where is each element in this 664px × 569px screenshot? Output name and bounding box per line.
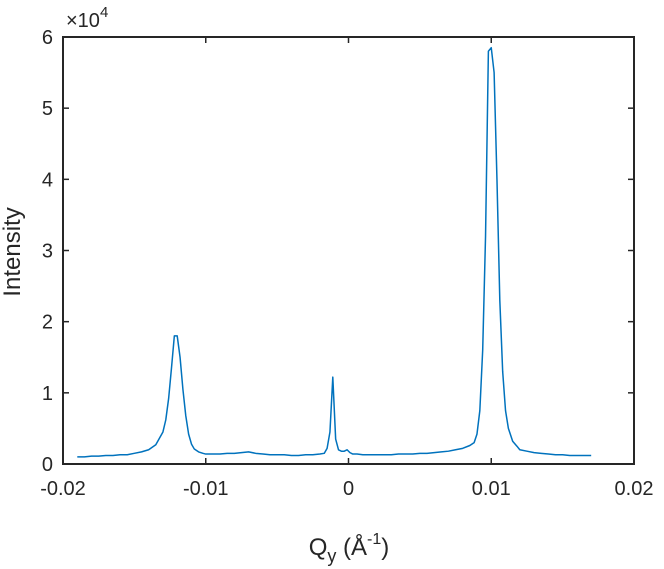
series-line-0	[77, 46, 592, 458]
y-multiplier-exponent: 4	[100, 4, 108, 21]
x-tick-label-4: 0.02	[615, 478, 654, 500]
x-tick-label-1: -0.01	[183, 478, 229, 500]
y-tick-label-3: 3	[42, 241, 53, 263]
tick-labels-group: -0.02 -0.01 0 0.01 0.02 0 1 2 3 4 5 6	[40, 27, 653, 500]
plot-area	[62, 36, 635, 465]
x-axis-title-base: Q	[309, 534, 328, 561]
y-tick-label-2: 2	[42, 312, 53, 334]
y-tick-label-5: 5	[42, 98, 53, 120]
ticks-group	[62, 36, 635, 465]
x-tick-label-2: 0	[343, 478, 354, 500]
y-tick-label-0: 0	[42, 454, 53, 476]
axes-box	[62, 36, 635, 465]
series-group	[77, 46, 592, 458]
x-axis-title-open: (Å	[336, 533, 367, 561]
x-axis-title: Qy (Å-1)	[309, 531, 390, 566]
y-multiplier-label: ×104	[66, 4, 108, 32]
y-tick-label-1: 1	[42, 383, 53, 405]
y-multiplier-base: ×10	[66, 10, 100, 32]
y-axis-title: Intensity	[0, 207, 26, 296]
y-tick-label-6: 6	[42, 27, 53, 49]
x-axis-title-subscript: y	[327, 546, 336, 566]
x-tick-label-3: 0.01	[472, 478, 511, 500]
x-axis-title-close: )	[381, 534, 389, 561]
x-tick-label-0: -0.02	[40, 478, 86, 500]
x-axis-title-superscript: -1	[367, 531, 381, 548]
y-tick-label-4: 4	[42, 169, 53, 191]
